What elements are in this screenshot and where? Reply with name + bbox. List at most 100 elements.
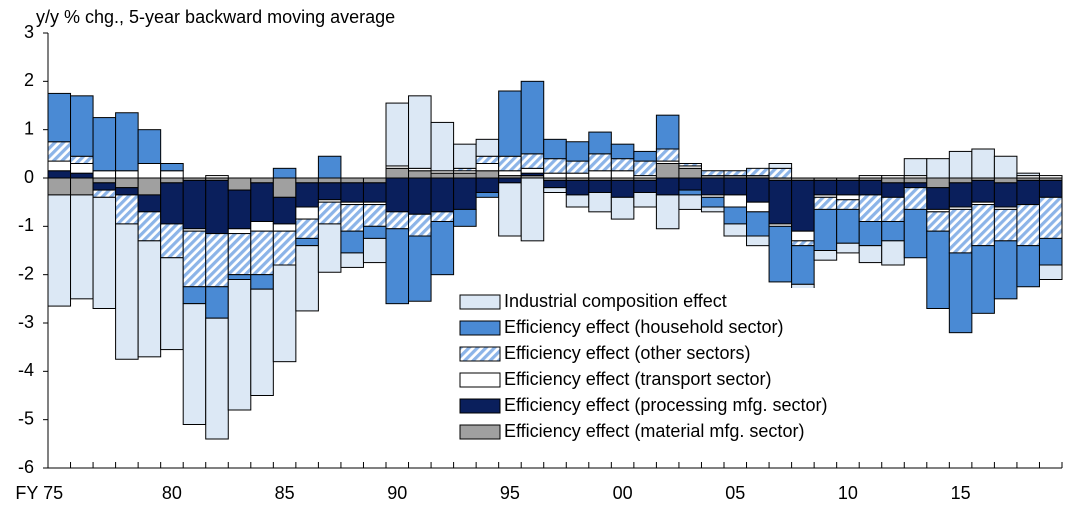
bar-segment (700, 206, 725, 213)
bar-segment (182, 303, 207, 425)
bar-segment (520, 177, 545, 242)
bar-segment (948, 177, 973, 184)
bar-segment (993, 177, 1018, 184)
bar-segment (791, 245, 815, 285)
bar-segment (746, 211, 770, 237)
bar-segment (205, 233, 229, 288)
bar-segment (836, 242, 860, 254)
bar-segment (1016, 179, 1040, 206)
x-tick-label: 15 (951, 483, 971, 503)
bar-segment (655, 194, 680, 230)
bar-segment (362, 237, 387, 264)
bar-segment (971, 148, 995, 179)
bar-segment (408, 95, 432, 169)
bar-segment (655, 148, 680, 162)
bar-segment (723, 223, 748, 237)
bar-segment (700, 196, 725, 208)
bar-segment (700, 177, 725, 196)
bar-segment (948, 150, 973, 179)
legend-swatch (459, 398, 501, 414)
bar-segment (250, 274, 274, 290)
bar-segment (92, 170, 117, 179)
bar-segment (250, 221, 274, 232)
bar-segment (1038, 196, 1063, 239)
bar-segment (610, 170, 635, 179)
bar-segment (655, 177, 680, 196)
bar-segment (498, 177, 522, 184)
bar-segment (115, 177, 139, 189)
bar-segment (295, 218, 319, 239)
bar-segment (430, 177, 455, 213)
bar-segment (160, 163, 184, 172)
bar-segment (881, 196, 905, 222)
bar-segment (70, 194, 94, 300)
bar-segment (836, 208, 860, 244)
legend-swatch (459, 424, 501, 440)
bar-segment (272, 230, 297, 266)
bar-segment (137, 177, 162, 196)
legend-swatch (459, 346, 501, 362)
bar-segment (1038, 179, 1063, 198)
bar-segment (362, 225, 387, 239)
bar-segment (520, 167, 545, 174)
bar-segment (317, 201, 342, 225)
bar-segment (588, 192, 612, 213)
bar-segment (70, 163, 94, 174)
bar-segment (768, 179, 793, 225)
bar-segment (295, 177, 319, 184)
bar-segment (250, 230, 274, 276)
bar-segment (723, 206, 748, 225)
bar-segment (272, 264, 297, 363)
bar-segment (475, 170, 500, 179)
bar-segment (92, 182, 117, 191)
bar-segment (993, 208, 1018, 242)
bar-segment (47, 194, 72, 307)
bar-segment (791, 230, 815, 242)
bar-segment (723, 170, 748, 177)
bar-segment (655, 163, 680, 179)
bar-segment (565, 179, 590, 196)
legend-label: Industrial composition effect (504, 291, 727, 311)
bar-segment (475, 138, 500, 157)
bar-segment (295, 206, 319, 220)
bar-segment (746, 177, 770, 203)
bar-segment (160, 170, 184, 179)
bar-segment (926, 158, 950, 179)
bar-segment (926, 177, 950, 189)
bar-segment (903, 182, 928, 189)
bar-segment (678, 163, 702, 167)
bar-segment (408, 177, 432, 215)
bar-segment (1016, 204, 1040, 247)
bar-segment (340, 182, 364, 203)
bar-segment (272, 177, 297, 198)
bar-segment (993, 182, 1018, 208)
bar-segment (746, 235, 770, 247)
bar-segment (813, 250, 838, 261)
bar-segment (47, 160, 72, 172)
bar-segment (678, 189, 702, 196)
bar-segment (746, 201, 770, 213)
bar-segment (813, 196, 838, 210)
x-tick-label: FY 75 (15, 483, 63, 503)
bar-segment (317, 155, 342, 179)
bar-segment (160, 257, 184, 351)
y-tick-label: -2 (18, 263, 34, 283)
bar-segment (543, 138, 567, 160)
bar-segment (272, 167, 297, 179)
bar-segment (633, 179, 657, 194)
x-tick-label: 80 (162, 483, 182, 503)
bar-segment (543, 172, 567, 179)
bar-segment (272, 223, 297, 232)
x-tick-label: 90 (387, 483, 407, 503)
bar-segment (881, 177, 905, 184)
bar-segment (903, 187, 928, 210)
bar-segment (588, 170, 612, 179)
bar-segment (1038, 237, 1063, 266)
legend-swatch (459, 294, 501, 310)
bar-segment (317, 223, 342, 273)
bar-segment (926, 211, 950, 232)
y-tick-label: 3 (24, 22, 34, 42)
bar-segment (92, 189, 117, 198)
bar-segment (498, 90, 522, 157)
